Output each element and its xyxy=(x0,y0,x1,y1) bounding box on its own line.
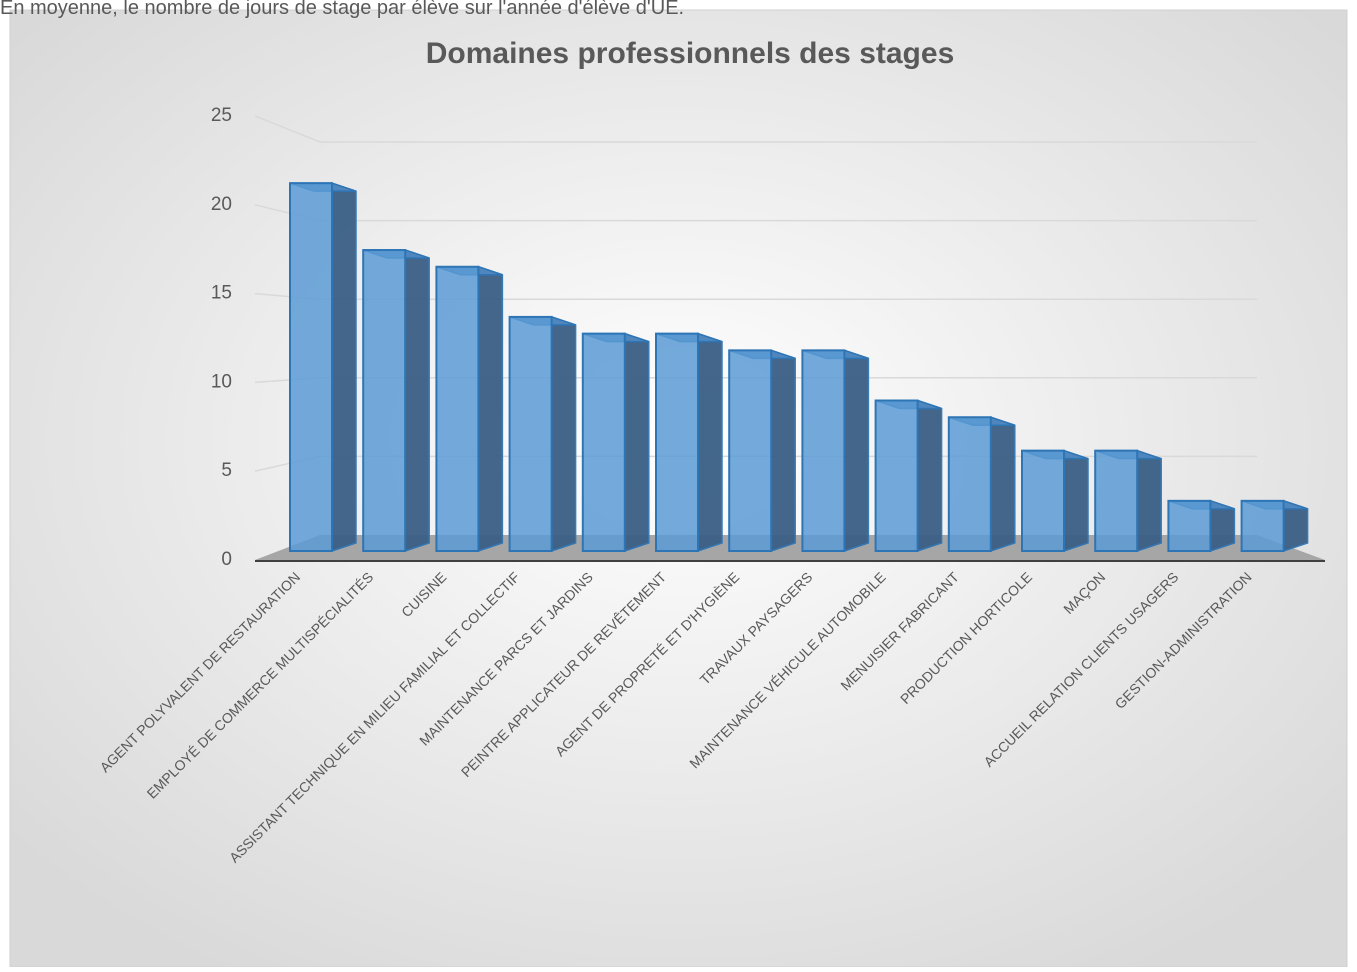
grid-line xyxy=(254,115,1257,143)
bar-side xyxy=(477,265,504,553)
bar-side xyxy=(1063,449,1089,553)
bar xyxy=(1021,449,1065,552)
bar xyxy=(874,399,919,552)
y-tick-label: 25 xyxy=(211,105,232,126)
y-tick-label: 20 xyxy=(211,194,232,215)
bar-side xyxy=(331,182,357,553)
bar xyxy=(362,249,407,552)
bar xyxy=(655,332,699,553)
bar xyxy=(947,416,992,552)
bar-side xyxy=(770,349,796,553)
bar-side xyxy=(990,416,1016,553)
bar xyxy=(728,349,773,552)
bar-side xyxy=(624,332,650,553)
bar xyxy=(1167,499,1212,552)
y-tick-label: 5 xyxy=(221,460,232,481)
bar xyxy=(581,332,626,553)
bar xyxy=(289,182,333,552)
bar-side xyxy=(843,349,870,553)
bar-side xyxy=(1136,449,1162,553)
bar-side xyxy=(697,332,723,553)
chart-title: Domaines professionnels des stages xyxy=(426,37,955,70)
y-tick-label: 15 xyxy=(211,283,232,304)
bar xyxy=(801,349,846,552)
caption: En moyenne, le nombre de jours de stage … xyxy=(0,0,684,19)
bar xyxy=(435,265,480,552)
bar-side xyxy=(550,315,577,553)
bar-side xyxy=(404,248,430,553)
bar-side xyxy=(916,399,943,553)
y-tick-label: 10 xyxy=(211,371,232,392)
bar xyxy=(1240,499,1285,552)
bar xyxy=(508,315,553,553)
y-tick-label: 0 xyxy=(221,549,232,570)
bar xyxy=(1094,449,1139,552)
